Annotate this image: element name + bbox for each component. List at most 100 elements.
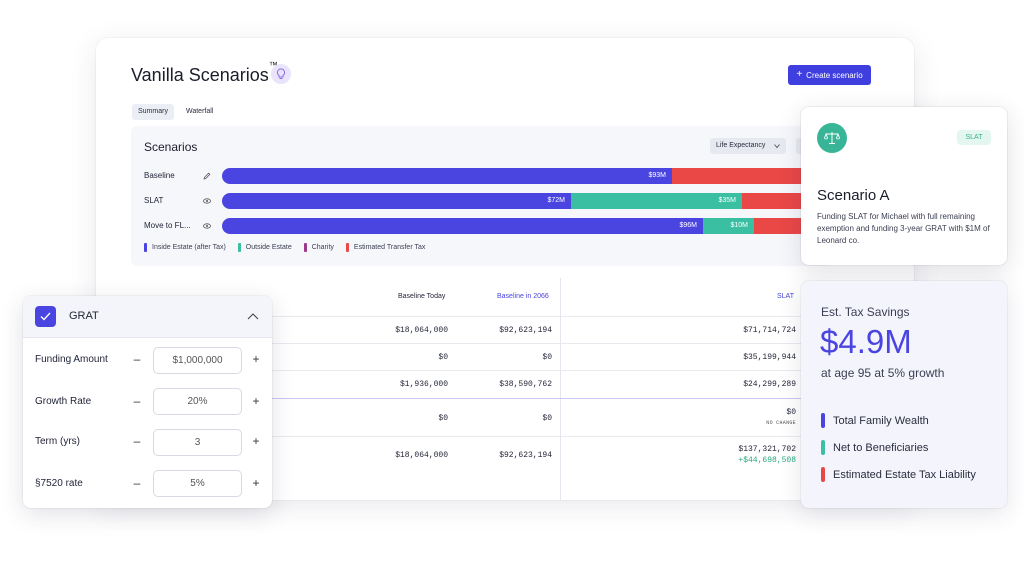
eye-icon[interactable] [203,197,211,205]
column-header-baseline-2066[interactable]: Baseline in 2066 [497,293,549,300]
legend-item: Charity [303,243,334,252]
legend-swatch [303,243,307,252]
grat-panel: GRAT Funding Amount – + Growth Rate – + … [23,296,272,508]
rate-7520-input[interactable] [153,470,242,497]
grat-header[interactable]: GRAT [23,296,272,338]
field-label: Funding Amount [35,354,108,365]
table-cell: $71,714,724 [743,326,796,335]
table-cell: $18,064,000 [395,326,448,335]
table-cell: $137,321,702 [738,445,796,454]
row-divider [271,370,914,371]
legend-swatch [821,467,825,482]
life-expectancy-label: Life Expectancy [716,142,766,149]
bar-segment-inside: $96M [222,218,703,234]
lightbulb-icon[interactable] [271,64,291,84]
no-change-note: NO CHANGE [766,420,796,426]
decrement-button[interactable]: – [133,394,141,408]
increment-button[interactable]: + [252,352,260,366]
table-cell: $0 [542,414,552,423]
tax-savings-label: Est. Tax Savings [821,305,910,319]
legend-swatch [345,243,349,252]
create-scenario-label: Create scenario [806,70,863,80]
legend-swatch [821,440,825,455]
legend-label: Inside Estate (after Tax) [152,244,226,251]
row-divider [271,316,914,317]
decrement-button[interactable]: – [133,476,141,490]
table-cell: $35,199,944 [743,353,796,362]
legend-label: Total Family Wealth [833,414,929,427]
table-cell: $38,590,762 [499,380,552,389]
tab-waterfall[interactable]: Waterfall [186,108,214,115]
increment-button[interactable]: + [252,476,260,490]
row-label-slat: SLAT [144,196,164,205]
tax-savings-subtitle: at age 95 at 5% growth [821,366,945,380]
chevron-up-icon[interactable] [247,312,259,321]
decrement-button[interactable]: – [133,434,141,448]
increment-button[interactable]: + [252,434,260,448]
scenario-description: Funding SLAT for Michael with full remai… [817,212,990,245]
tax-legend-item: Total Family Wealth [821,413,929,428]
tax-legend-item: Estimated Estate Tax Liability [821,467,976,482]
bar-move-to-fl: $96M $10M [222,218,842,234]
legend-item: Outside Estate [237,243,292,252]
field-label: Term (yrs) [35,436,80,447]
scale-icon [817,123,847,153]
legend-label: Estimated Transfer Tax [353,244,426,251]
table-cell: $92,623,194 [499,326,552,335]
scenarios-title: Scenarios [144,140,198,154]
term-input[interactable] [153,429,242,456]
table-cell: $18,064,000 [395,451,448,460]
legend-swatch [821,413,825,428]
legend-label: Charity [311,244,334,251]
scenario-card[interactable]: SLAT Scenario A Funding SLAT for Michael… [801,107,1007,265]
table-cell: $0 [438,414,448,423]
scenario-type-badge: SLAT [957,130,991,145]
bar-segment-outside: $10M [703,218,754,234]
row-divider [271,343,914,344]
decrement-button[interactable]: – [133,352,141,366]
tax-legend-item: Net to Beneficiaries [821,440,928,455]
bar-segment-tax [672,168,842,184]
legend-swatch [144,243,147,252]
legend-swatch [237,243,241,252]
table-cell: $0 [438,353,448,362]
tab-summary[interactable]: Summary [132,104,174,120]
table-cell: $1,936,000 [399,380,448,389]
delta-value: +$44,698,508 [738,456,796,465]
checkbox-checked-icon[interactable] [35,306,56,327]
table-cell: $0 [542,353,552,362]
row-divider [271,398,914,399]
scenarios-panel: Scenarios Life Expectancy Baseline $93M … [131,126,842,266]
pencil-icon[interactable] [203,172,211,180]
chevron-down-icon [774,144,780,149]
tax-savings-value: $4.9M [820,323,912,360]
bar-baseline: $93M [222,168,842,184]
column-header-slat[interactable]: SLAT [777,293,794,300]
page-title: Vanilla Scenarios™ [131,60,278,85]
funding-amount-input[interactable] [153,347,242,374]
grat-title: GRAT [69,310,99,322]
increment-button[interactable]: + [252,394,260,408]
column-header-baseline-today: Baseline Today [398,293,446,300]
row-label-baseline: Baseline [144,171,175,180]
bar-slat: $72M $35M [222,193,842,209]
scenario-title: Scenario A [817,187,890,204]
table-cell: $0 [786,408,796,417]
legend-label: Outside Estate [245,244,292,251]
legend-label: Net to Beneficiaries [833,441,929,454]
table-cell: $24,299,289 [743,380,796,389]
bar-segment-outside: $35M [571,193,742,209]
chart-legend: Inside Estate (after Tax) Outside Estate… [144,243,425,252]
legend-item: Inside Estate (after Tax) [144,243,226,252]
tax-savings-card: Est. Tax Savings $4.9M at age 95 at 5% g… [801,281,1007,508]
table-cell: $92,623,194 [499,451,552,460]
field-label: Growth Rate [35,396,92,407]
growth-rate-input[interactable] [153,388,242,415]
life-expectancy-dropdown[interactable]: Life Expectancy [710,138,786,154]
column-divider [560,278,561,500]
row-divider [271,436,914,437]
create-scenario-button[interactable]: + Create scenario [788,65,871,85]
bar-segment-inside: $93M [222,168,672,184]
row-label-move-to-fl: Move to FL... [144,221,191,230]
eye-icon[interactable] [203,222,211,230]
